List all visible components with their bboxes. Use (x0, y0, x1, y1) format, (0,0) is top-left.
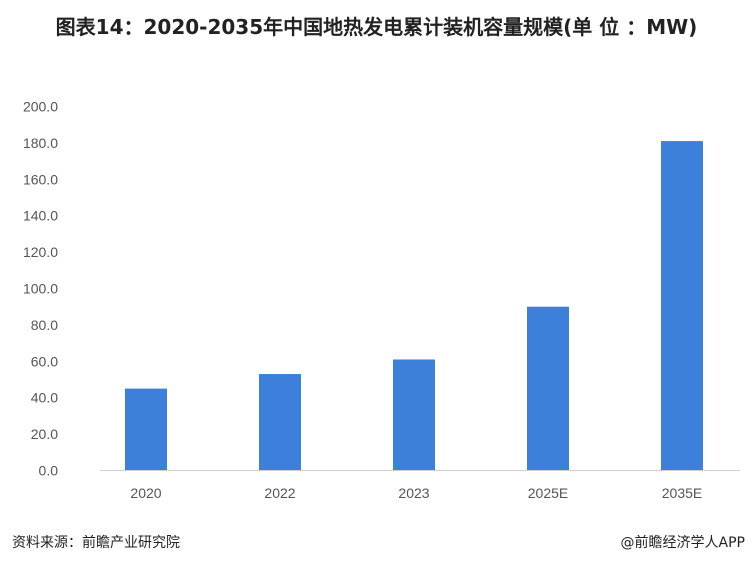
bar-2020 (125, 388, 167, 471)
y-tick-label: 160.0 (23, 171, 58, 187)
y-tick-label: 200.0 (23, 99, 58, 115)
y-tick-label: 40.0 (31, 390, 58, 406)
bar-2022 (259, 374, 301, 471)
bar-2035E (661, 141, 703, 471)
x-tick-label: 2025E (528, 485, 568, 501)
bar-2023 (393, 359, 435, 471)
y-tick-label: 100.0 (23, 281, 58, 297)
y-tick-label: 80.0 (31, 317, 58, 333)
credit: @前瞻经济学人APP (620, 535, 745, 551)
y-tick-label: 0.0 (39, 463, 59, 479)
y-tick-label: 60.0 (31, 353, 58, 369)
y-tick-label: 120.0 (23, 244, 58, 260)
x-tick-label: 2020 (130, 485, 161, 501)
y-tick-label: 180.0 (23, 135, 58, 151)
y-axis: 0.0 20.0 40.0 60.0 80.0 100.0 120.0 140.0 160.0 1… (23, 99, 58, 479)
x-tick-label: 2035E (662, 485, 702, 501)
x-tick-label: 2022 (264, 485, 295, 501)
y-tick-label: 140.0 (23, 208, 58, 224)
chart-title: 图表14：2020-2035年中国地热发电累计装机容量规模(单 位 ：MW) (55, 15, 698, 39)
x-tick-label: 2023 (398, 485, 429, 501)
bars (125, 141, 703, 471)
y-tick-label: 20.0 (31, 426, 58, 442)
x-axis: 2020 2022 2023 2025E 2035E (130, 485, 702, 501)
source-note: 资料来源：前瞻产业研究院 (12, 535, 180, 551)
bar-chart: 0.0 20.0 40.0 60.0 80.0 100.0 120.0 140.0 160.0 1… (23, 99, 740, 501)
bar-2025E (527, 306, 569, 471)
